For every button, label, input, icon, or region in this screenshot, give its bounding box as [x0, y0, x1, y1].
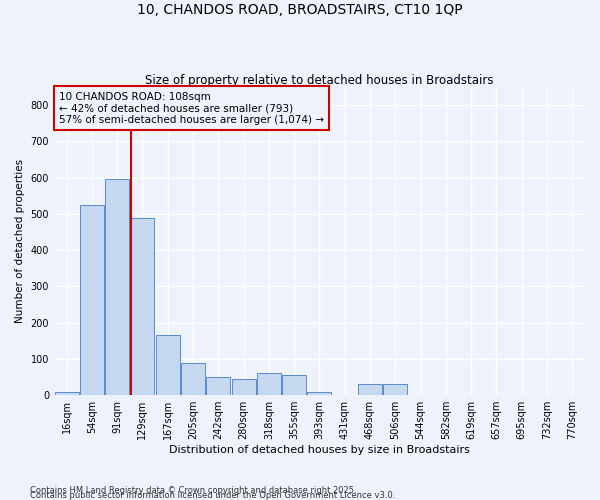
Bar — [130, 218, 154, 395]
X-axis label: Distribution of detached houses by size in Broadstairs: Distribution of detached houses by size … — [169, 445, 470, 455]
Title: Size of property relative to detached houses in Broadstairs: Size of property relative to detached ho… — [145, 74, 494, 87]
Bar — [282, 376, 306, 395]
Bar — [358, 384, 382, 395]
Bar — [105, 180, 129, 395]
Bar — [307, 392, 331, 395]
Bar — [80, 205, 104, 395]
Bar — [383, 384, 407, 395]
Text: Contains HM Land Registry data © Crown copyright and database right 2025.: Contains HM Land Registry data © Crown c… — [30, 486, 356, 495]
Bar — [232, 379, 256, 395]
Bar — [181, 362, 205, 395]
Bar — [156, 336, 180, 395]
Text: 10 CHANDOS ROAD: 108sqm
← 42% of detached houses are smaller (793)
57% of semi-d: 10 CHANDOS ROAD: 108sqm ← 42% of detache… — [59, 92, 324, 125]
Bar — [206, 377, 230, 395]
Text: 10, CHANDOS ROAD, BROADSTAIRS, CT10 1QP: 10, CHANDOS ROAD, BROADSTAIRS, CT10 1QP — [137, 2, 463, 16]
Y-axis label: Number of detached properties: Number of detached properties — [15, 159, 25, 323]
Bar — [55, 392, 79, 395]
Bar — [257, 374, 281, 395]
Text: Contains public sector information licensed under the Open Government Licence v3: Contains public sector information licen… — [30, 490, 395, 500]
